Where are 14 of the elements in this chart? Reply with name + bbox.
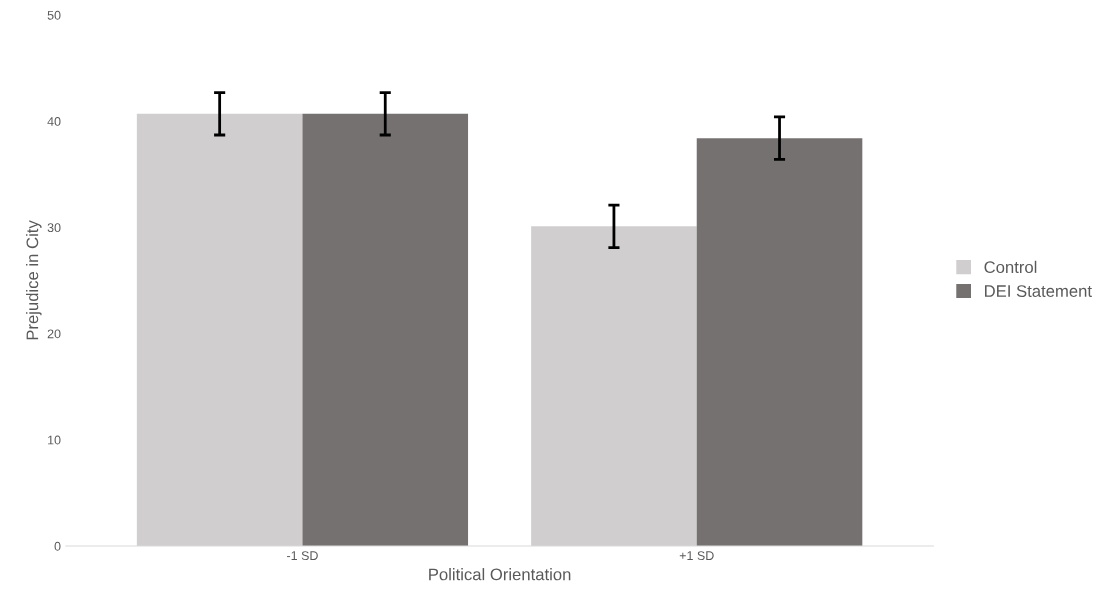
legend-label: DEI Statement	[985, 285, 1092, 297]
y-tick-label: 50	[47, 10, 61, 20]
y-tick-label: 30	[47, 223, 61, 233]
bar	[302, 113, 469, 546]
y-tick-label: 20	[47, 329, 61, 339]
y-tick-label: 40	[47, 117, 61, 126]
y-tick-label: 0	[54, 541, 61, 551]
y-axis-title: Prejudice in City	[26, 220, 42, 340]
x-tick-label: +1 SD	[679, 551, 714, 561]
x-axis-title: Political Orientation	[429, 568, 571, 581]
legend-label: Control	[984, 260, 1037, 274]
y-tick-label: 10	[48, 435, 61, 445]
x-tick-label: -1 SD	[287, 551, 318, 561]
bar	[696, 138, 863, 546]
